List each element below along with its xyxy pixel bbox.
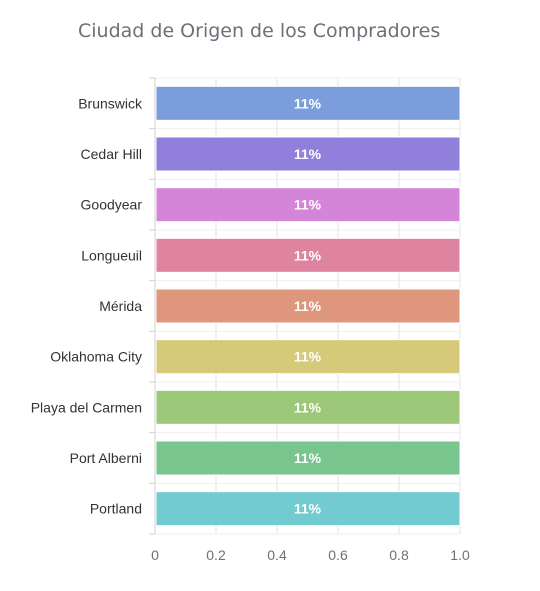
bar-longueuil (155, 237, 461, 273)
bar-data-label: 11% (294, 146, 322, 162)
bar-mérida (155, 288, 461, 324)
bar-data-label: 11% (294, 450, 322, 466)
category-labels: Brunswick Cedar Hill Goodyear Longueuil Méri… (31, 95, 143, 516)
category-label: Cedar Hill (81, 146, 142, 162)
x-tick-label: 0.8 (389, 547, 409, 563)
x-tick-label: 1.0 (450, 547, 470, 563)
bar-playa-del-carmen (155, 389, 461, 425)
category-label: Oklahoma City (50, 349, 142, 365)
category-label: Brunswick (78, 95, 143, 111)
x-tick-label: 0.4 (267, 547, 287, 563)
x-tick-label: 0.6 (328, 547, 348, 563)
bar-data-label: 11% (294, 349, 322, 365)
bar-cedar-hill (155, 136, 461, 172)
x-tick-labels: 0 0.2 0.4 0.6 0.8 1.0 (151, 547, 470, 563)
bar-data-label: 11% (294, 197, 322, 213)
bar-data-label: 11% (294, 501, 322, 517)
bar-data-label: 11% (294, 298, 322, 314)
category-label: Port Alberni (70, 450, 142, 466)
category-label: Portland (90, 501, 142, 517)
bar-data-labels: 11% 11% 11% 11% 11% 11% 11% 11% 11% (294, 95, 322, 516)
bars (155, 85, 461, 527)
bar-port-alberni (155, 440, 461, 476)
bar-data-label: 11% (294, 95, 322, 111)
bar-oklahoma-city (155, 339, 461, 375)
bar-data-label: 11% (294, 247, 322, 263)
x-tick-label: 0 (151, 547, 159, 563)
bar-portland (155, 491, 461, 527)
category-label: Mérida (99, 298, 142, 314)
bar-goodyear (155, 187, 461, 223)
x-tick-label: 0.2 (206, 547, 226, 563)
category-label: Playa del Carmen (31, 399, 142, 415)
category-label: Goodyear (81, 197, 143, 213)
bar-data-label: 11% (294, 399, 322, 415)
chart-title: Ciudad de Origen de los Compradores (78, 20, 441, 42)
category-label: Longueuil (81, 247, 142, 263)
bar-brunswick (155, 85, 461, 121)
